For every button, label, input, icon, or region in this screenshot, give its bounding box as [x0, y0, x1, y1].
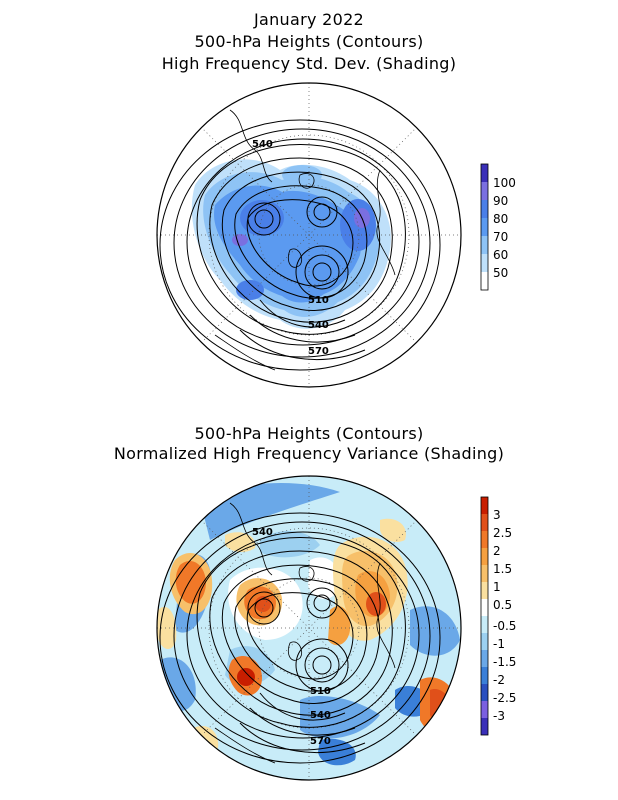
bottom-colorbar-label: -1.5: [493, 655, 516, 669]
bottom-contour-label-540-south: 540: [310, 710, 331, 721]
bottom-colorbar-swatch: [481, 667, 488, 684]
top-contour-label-510: 510: [308, 295, 329, 306]
bottom-colorbar-label: 2: [493, 544, 501, 558]
bottom-colorbar-swatch: [481, 582, 488, 599]
bottom-colorbar-label: 3: [493, 508, 501, 522]
bottom-colorbar-swatch: [481, 616, 488, 633]
top-colorbar-label: 60: [493, 248, 508, 262]
top-title-line2: 500-hPa Heights (Contours): [194, 32, 424, 51]
top-colorbar-swatch: [481, 218, 488, 236]
top-contour-label-570: 570: [308, 346, 329, 357]
top-colorbar: 100 90 80 70 60 50: [480, 163, 516, 291]
top-polar-map: 540 510 540 570: [156, 82, 462, 388]
top-colorbar-swatch: [481, 182, 488, 200]
bottom-colorbar-label: 1.5: [493, 562, 512, 576]
top-colorbar-swatch: [481, 200, 488, 218]
top-title-line3: High Frequency Std. Dev. (Shading): [161, 54, 457, 73]
bottom-colorbar-swatch: [481, 650, 488, 667]
bottom-title-line1: 500-hPa Heights (Contours): [194, 424, 424, 443]
top-colorbar-swatch: [481, 254, 488, 272]
top-colorbar-swatch: [481, 272, 488, 290]
bottom-colorbar-label: -3: [493, 709, 505, 723]
top-title-line1: January 2022: [253, 10, 365, 29]
bottom-contour-label-510: 510: [310, 686, 331, 697]
bottom-contour-label-570: 570: [310, 736, 331, 747]
bottom-colorbar-label: 0.5: [493, 598, 512, 612]
top-colorbar-label: 50: [493, 266, 508, 280]
bottom-contour-label-540-north: 540: [252, 527, 273, 538]
bottom-colorbar-swatch: [481, 514, 488, 531]
top-colorbar-label: 70: [493, 230, 508, 244]
bottom-colorbar-label: -1: [493, 637, 505, 651]
bottom-colorbar-label: 1: [493, 580, 501, 594]
bottom-colorbar-swatch: [481, 633, 488, 650]
bottom-colorbar-label: 2.5: [493, 526, 512, 540]
bottom-colorbar-swatch: [481, 599, 488, 616]
bottom-colorbar-swatch: [481, 565, 488, 582]
top-colorbar-label: 90: [493, 194, 508, 208]
top-colorbar-label: 100: [493, 176, 516, 190]
top-stddev-shading: [191, 159, 391, 329]
top-contour-label-540-north: 540: [252, 139, 273, 150]
top-colorbar-label: 80: [493, 212, 508, 226]
bottom-colorbar-swatch: [481, 701, 488, 718]
bottom-colorbar: 3 2.5 2 1.5 1 0.5 -0.5 -1 -1.5 -2 -2.5 -…: [480, 496, 516, 736]
top-contour-label-540-south: 540: [308, 320, 329, 331]
top-colorbar-swatch: [481, 236, 488, 254]
bottom-colorbar-swatch: [481, 497, 488, 514]
top-colorbar-swatch: [481, 164, 488, 182]
bottom-colorbar-swatch: [481, 531, 488, 548]
bottom-colorbar-label: -0.5: [493, 619, 516, 633]
bottom-polar-map: 540 510 540 570: [156, 475, 462, 781]
bottom-title-line2: Normalized High Frequency Variance (Shad…: [113, 444, 505, 463]
bottom-colorbar-label: -2.5: [493, 691, 516, 705]
bottom-colorbar-swatch: [481, 548, 488, 565]
bottom-colorbar-swatch: [481, 684, 488, 701]
bottom-height-contours: [159, 512, 441, 764]
bottom-colorbar-label: -2: [493, 673, 505, 687]
top-height-contours: [159, 119, 441, 371]
bottom-colorbar-swatch: [481, 718, 488, 735]
